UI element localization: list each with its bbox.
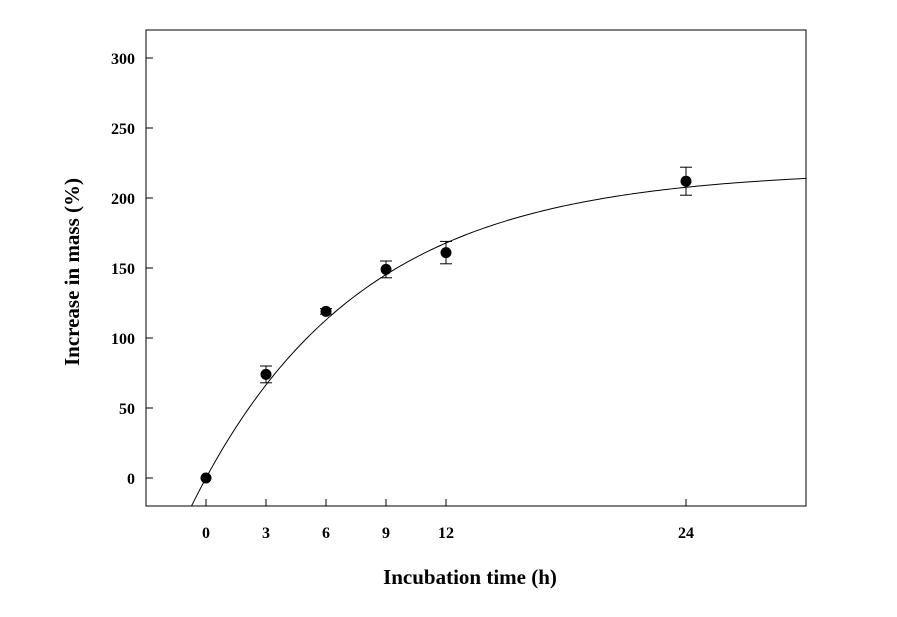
point-marker [260, 368, 272, 380]
y-tick-label: 0 [127, 471, 135, 488]
x-tick-label: 6 [322, 525, 330, 542]
data-point [320, 305, 332, 317]
y-tick-label: 200 [111, 191, 135, 208]
plot-area-frame [145, 29, 807, 507]
data-point [260, 365, 272, 384]
y-tick-label: 150 [111, 261, 135, 278]
x-tick-label: 9 [382, 525, 390, 542]
point-marker [440, 247, 452, 259]
x-tick-label: 0 [202, 525, 210, 542]
x-tick-label: 12 [438, 525, 454, 542]
data-point [380, 260, 392, 279]
x-axis-title: Incubation time (h) [383, 565, 557, 589]
x-tick-label: 3 [262, 525, 270, 542]
y-axis-title: Increase in mass (%) [60, 178, 84, 366]
y-tick-label: 250 [111, 121, 135, 138]
data-points [200, 166, 692, 484]
point-marker [200, 472, 212, 484]
y-tick-label: 100 [111, 331, 135, 348]
point-marker [680, 175, 692, 187]
x-axis: 0 3 6 9 12 24 [202, 499, 694, 542]
y-axis: 0 50 100 150 200 250 300 [111, 51, 153, 488]
fit-curve [191, 177, 807, 507]
data-point [440, 240, 452, 265]
y-tick-label: 300 [111, 51, 135, 68]
point-marker [380, 263, 392, 275]
point-marker [320, 305, 332, 317]
data-point [200, 472, 212, 484]
y-tick-label: 50 [119, 401, 135, 418]
x-tick-label: 24 [678, 525, 694, 542]
data-point [680, 166, 692, 196]
